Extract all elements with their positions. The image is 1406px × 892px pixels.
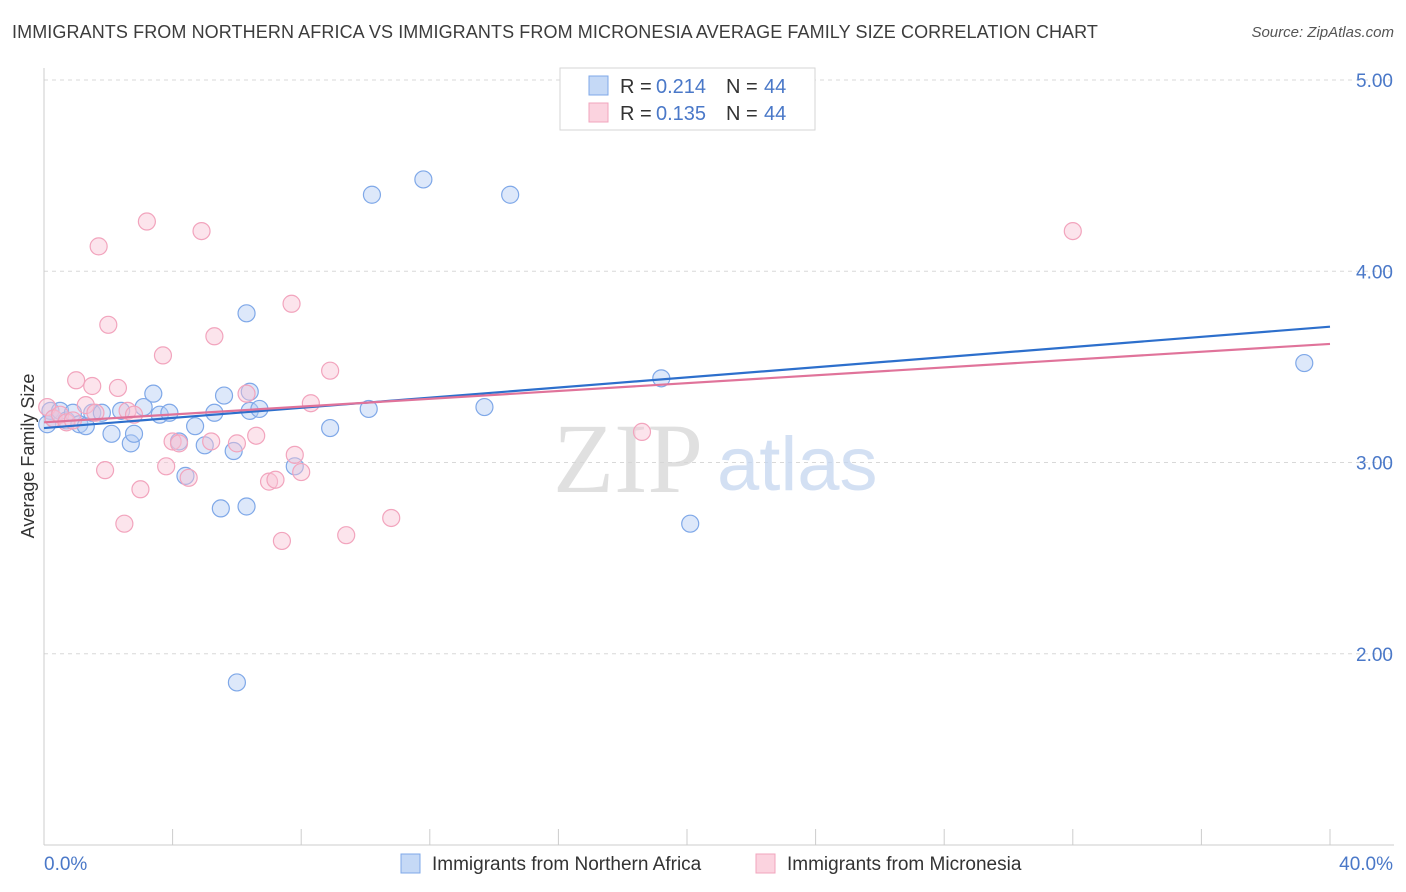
x-tick-label-start: 0.0% [44, 854, 87, 875]
y-tick-label: 2.00 [1356, 645, 1393, 666]
pink-data-point [285, 445, 304, 464]
pink-data-point [89, 237, 108, 256]
pink-data-point [95, 461, 115, 480]
chart-source: Source: ZipAtlas.com [1251, 24, 1394, 41]
pink-data-point [227, 434, 246, 453]
blue-trend-line [43, 325, 1331, 430]
pink-data-point [205, 327, 224, 346]
pink-data-point [337, 526, 356, 545]
axis-labels: 2.00 3.00 4.00 5.00 0.0% 40.0% [44, 71, 1393, 875]
stats-r-label-blue: R = [620, 76, 652, 98]
legend-label-pink: Immigrants from Micronesia [787, 854, 1022, 875]
pink-data-point [131, 480, 150, 499]
blue-data-point [240, 382, 259, 401]
blue-data-point [681, 514, 700, 533]
blue-data-point [237, 304, 256, 323]
stats-n-label-blue: N = [726, 76, 758, 98]
chart-title: IMMIGRANTS FROM NORTHERN AFRICA VS IMMIG… [12, 22, 1099, 42]
blue-data-point [176, 466, 195, 485]
blue-data-point [211, 499, 230, 518]
watermark-atlas: atlas [717, 422, 878, 507]
blue-data-point [214, 386, 234, 405]
blue-data-point [1295, 353, 1314, 373]
pink-data-point [108, 378, 128, 398]
stats-swatch-pink [588, 102, 609, 123]
blue-data-point [92, 403, 111, 422]
pink-data-point [115, 514, 134, 533]
stats-box: R = 0.214 N = 44 R = 0.135 N = 44 [559, 67, 816, 131]
pink-data-point [67, 371, 86, 390]
pink-data-point [266, 470, 285, 489]
pink-data-point [169, 434, 189, 453]
legend-label-blue: Immigrants from Northern Africa [432, 854, 702, 875]
stats-n-value-blue: 44 [764, 76, 786, 98]
pink-data-point [292, 462, 311, 482]
blue-data-point [414, 170, 433, 189]
pink-data-point [282, 294, 301, 313]
blue-data-point [227, 673, 246, 692]
axes [43, 68, 1394, 846]
y-axis-title: Average Family Size [18, 374, 38, 539]
scatter-points [38, 170, 1314, 692]
blue-data-point [121, 434, 140, 453]
pink-trend-line [43, 342, 1331, 424]
pink-data-point [237, 384, 256, 403]
stats-r-value-pink: 0.135 [656, 103, 706, 125]
pink-data-point [192, 221, 211, 241]
pink-data-point [301, 394, 320, 413]
blue-data-point [186, 417, 205, 436]
blue-data-point [362, 185, 382, 204]
legend-swatch-pink [755, 853, 776, 874]
pink-data-point [382, 508, 401, 528]
pink-data-point [163, 432, 182, 451]
blue-data-point [144, 384, 163, 403]
pink-data-point [76, 396, 95, 415]
pink-data-point [179, 468, 198, 487]
blue-data-point [124, 424, 144, 443]
pink-data-point [153, 346, 173, 365]
stats-swatch-blue [588, 75, 609, 96]
pink-data-point [632, 422, 652, 441]
pink-data-point [259, 472, 279, 491]
stats-r-label-pink: R = [620, 103, 652, 125]
y-tick-label: 4.00 [1356, 262, 1393, 283]
watermark-zip: ZIP [553, 403, 703, 514]
watermark: ZIP atlas [553, 403, 878, 514]
blue-data-point [102, 424, 121, 443]
stats-n-label-pink: N = [726, 103, 758, 125]
blue-data-point [237, 497, 256, 516]
pink-data-point [321, 361, 340, 380]
pink-data-point [202, 432, 221, 451]
grid-lines [44, 79, 1394, 655]
y-tick-label: 5.00 [1356, 71, 1393, 92]
blue-data-point [501, 185, 520, 204]
pink-data-point [247, 426, 266, 445]
x-tick-label-end: 40.0% [1339, 854, 1393, 875]
legend: Immigrants from Northern Africa Immigran… [400, 853, 1022, 875]
pink-data-point [272, 531, 292, 551]
blue-data-point [321, 418, 340, 438]
pink-data-point [137, 212, 156, 231]
legend-swatch-blue [400, 853, 421, 874]
y-tick-label: 3.00 [1356, 454, 1393, 475]
pink-data-point [99, 315, 118, 334]
pink-data-point [86, 403, 105, 422]
pink-data-point [1063, 221, 1082, 241]
pink-data-point [124, 405, 144, 424]
pink-data-point [157, 457, 176, 476]
blue-data-point [359, 399, 378, 419]
stats-r-value-blue: 0.214 [656, 76, 706, 98]
blue-data-point [475, 397, 494, 417]
pink-data-point [83, 376, 102, 396]
trend-lines [43, 325, 1331, 430]
stats-n-value-pink: 44 [764, 103, 786, 125]
